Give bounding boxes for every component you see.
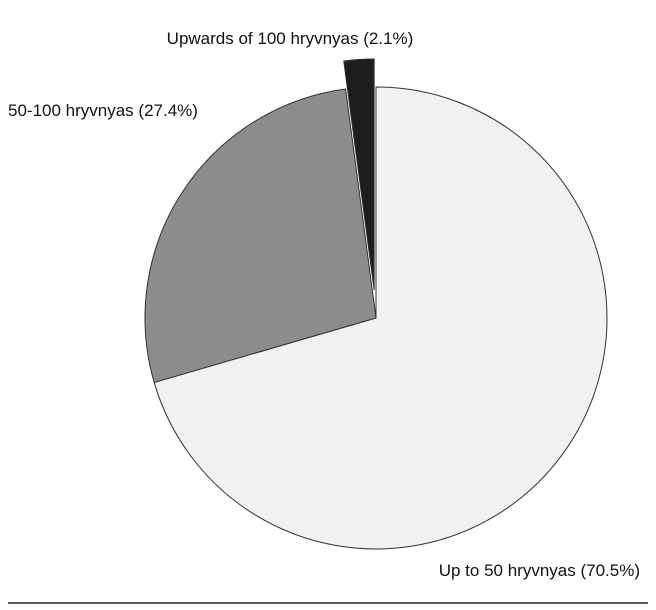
slice-value-label: (2.1%): [363, 29, 413, 48]
slice-category: Up to 50 hryvnyas: [439, 561, 576, 580]
slice-category: Upwards of 100 hryvnyas: [167, 29, 359, 48]
slice-category: 50-100 hryvnyas: [8, 101, 134, 120]
pie-slice: [153, 86, 608, 550]
slice-value-label: (27.4%): [138, 101, 198, 120]
slice-label: Upwards of 100 hryvnyas (2.1%): [167, 29, 414, 48]
slice-label: Up to 50 hryvnyas (70.5%): [439, 561, 640, 580]
pie-slice: [144, 88, 377, 384]
slice-value-label: (70.5%): [580, 561, 640, 580]
slice-label: 50-100 hryvnyas (27.4%): [8, 101, 198, 120]
pie-slice: [343, 58, 375, 291]
